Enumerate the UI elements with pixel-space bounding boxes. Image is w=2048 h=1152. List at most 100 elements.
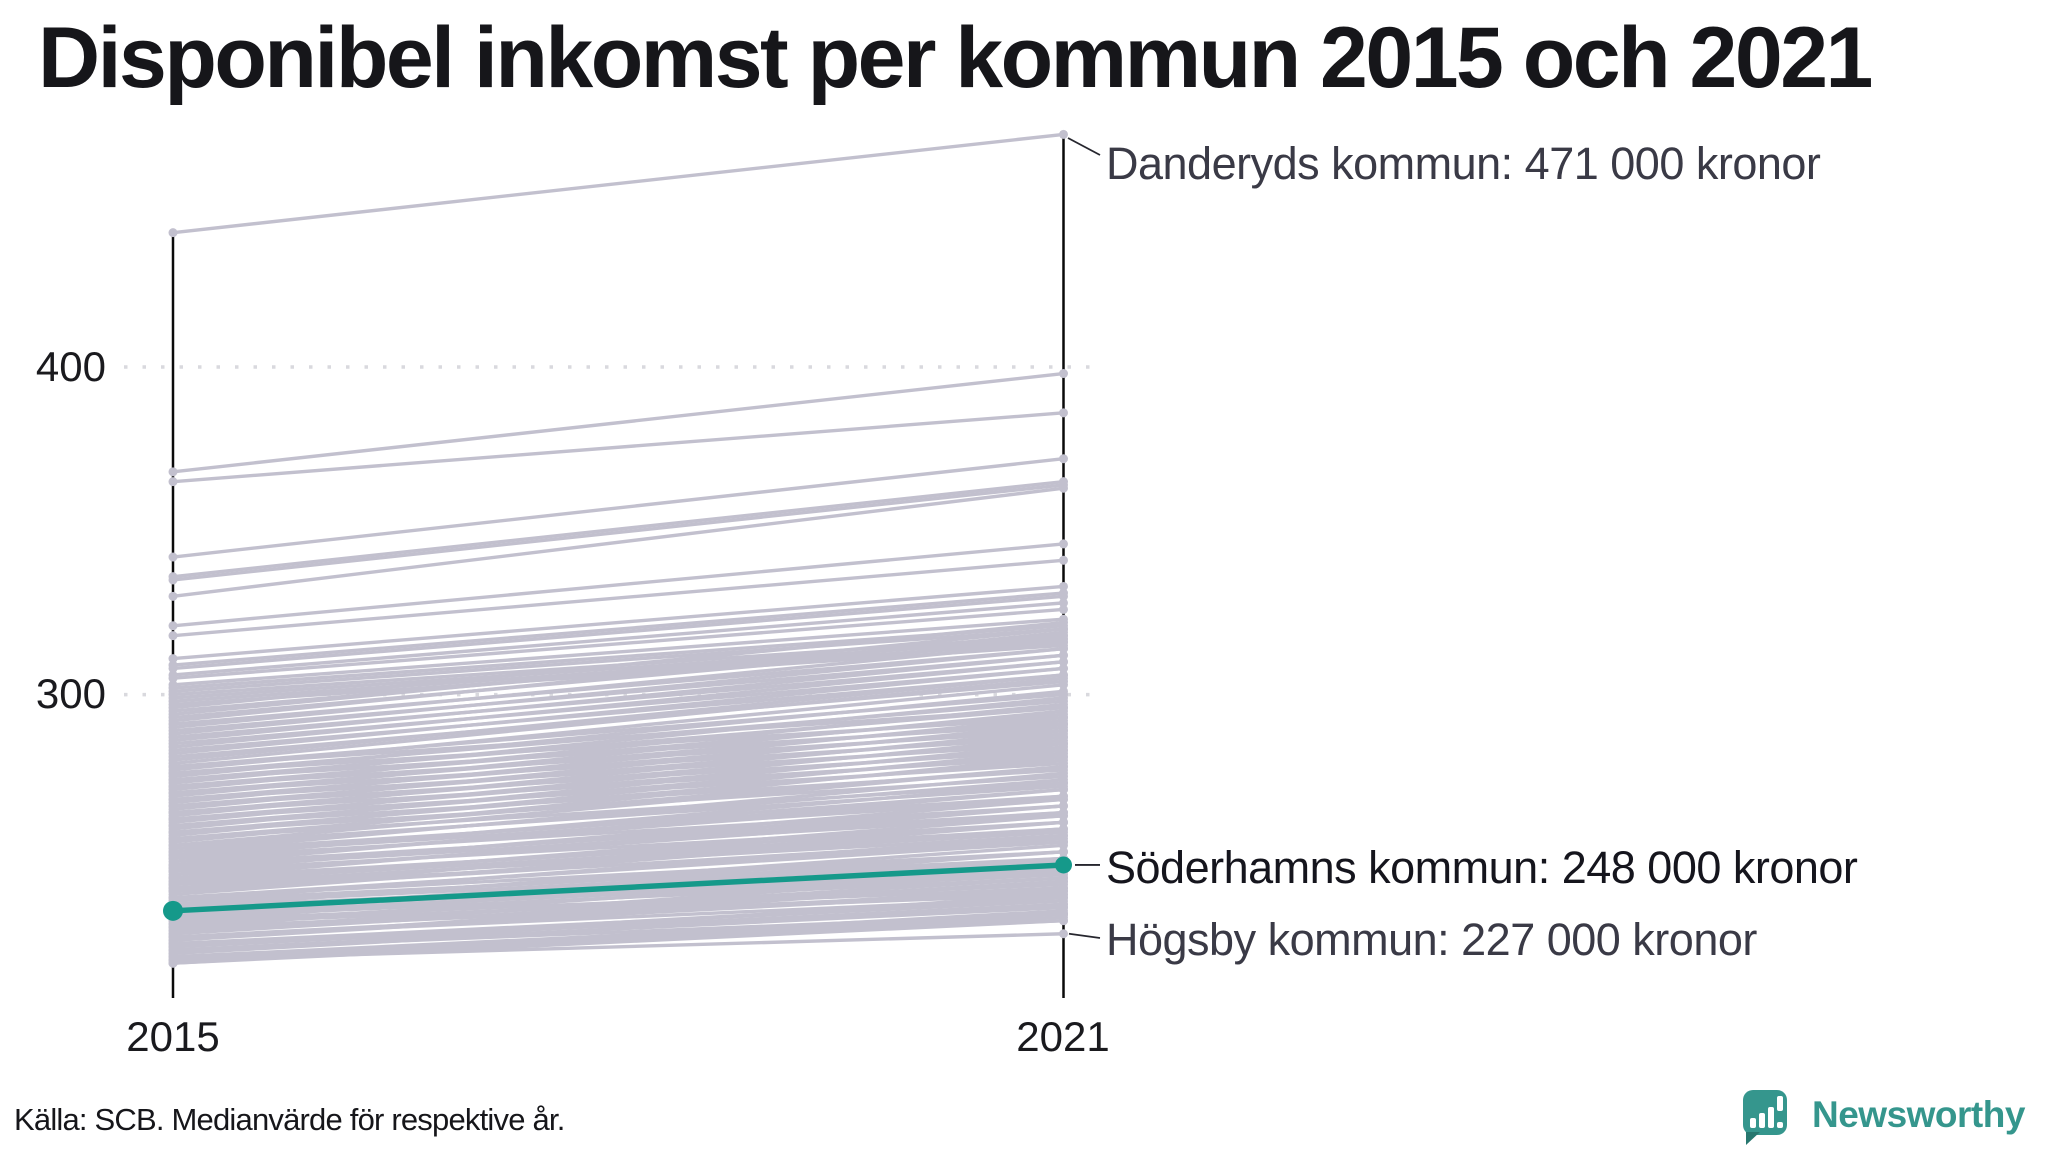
municipality-line [172,902,1064,949]
municipality-line-dot-2021 [1059,847,1068,857]
municipality-line-dot-2021 [1059,483,1068,493]
municipality-line [172,856,1064,903]
municipality-line-dot-2015 [168,922,178,932]
municipality-line [172,761,1064,821]
municipality-line [172,591,1064,667]
municipality-line-dot-2021 [1059,762,1068,772]
municipality-line-dot-2021 [1059,598,1068,608]
municipality-line [172,706,1064,769]
municipality-line-dot-2015 [168,827,178,837]
newsworthy-logo-text: Newsworthy [1812,1094,2025,1135]
municipality-line [172,617,1064,687]
municipality-line-dot-2021 [1059,768,1068,778]
municipality-line [172,797,1064,857]
municipality-line-dot-2021 [1059,824,1068,834]
municipality-line-dot-2015 [168,801,178,811]
municipality-line-dot-2021 [1059,752,1068,762]
municipality-line [172,728,1064,789]
municipality-line-dot-2015 [168,814,178,824]
municipality-line-dot-2015 [168,575,178,585]
municipality-line-dot-2021 [1059,745,1068,755]
annotation-hogsby: Högsby kommun: 227 000 kronor [1106,914,1757,965]
municipality-line [172,479,1064,579]
municipality-line-dot-2021 [1059,794,1068,804]
municipality-line-dot-2021 [1059,703,1068,713]
municipality-line [172,620,1064,710]
municipality-line-dot-2021 [1059,680,1068,690]
municipality-line [172,915,1064,962]
municipality-line [172,676,1064,766]
municipality-line-dot-2015 [168,794,178,804]
municipality-line-dot-2021 [1059,726,1068,736]
municipality-line [172,869,1064,936]
y-tick-label-300: 300 [35,670,106,717]
connector-hogsby [1068,932,1101,939]
x-tick-label-2021: 2021 [1016,1013,1110,1060]
municipality-line [172,827,1064,897]
municipality-line-högsby [172,932,1064,962]
municipality-line [172,483,1064,582]
municipality-line [172,814,1064,870]
municipality-line [172,630,1064,723]
municipality-line-dot-2021 [1059,801,1068,811]
highlight-line-soderhamn-dot-2021 [1055,856,1072,874]
municipality-line [172,411,1064,484]
municipality-line-dot-2015 [168,477,178,487]
municipality-line [172,876,1064,920]
municipality-line-dot-2015 [168,631,178,641]
municipality-line-dot-2021 [1059,817,1068,827]
municipality-line-dot-2015 [168,768,178,778]
municipality-line [172,755,1064,815]
municipality-line-dot-2021 [1059,876,1068,886]
municipality-line-dot-2015 [168,663,178,673]
municipality-line-dot-2015 [168,821,178,831]
municipality-line-dot-2015 [168,467,178,477]
municipality-line-dot-2021 [1059,650,1068,660]
municipality-line-dot-2015 [168,654,178,664]
municipality-line [172,735,1064,795]
municipality-line-dot-2015 [168,775,178,785]
municipality-line [172,666,1064,756]
municipality-line-dot-2021 [1059,840,1068,850]
municipality-line-dot-2021 [1059,673,1068,683]
municipality-line [172,542,1064,628]
y-tick-label-400: 400 [35,343,106,390]
municipality-line-dot-2021 [1059,618,1068,628]
logo-bubble-tail [1746,1132,1760,1145]
municipality-line-dot-2021 [1059,811,1068,821]
municipality-line-dot-2021 [1059,693,1068,703]
municipality-line-dot-2015 [168,621,178,631]
municipality-line-dot-2015 [168,948,178,958]
municipality-line-dot-2021 [1059,369,1068,379]
municipality-line-dot-2021 [1059,830,1068,840]
annotation-danderyd: Danderyds kommun: 471 000 kronor [1106,138,1821,189]
municipality-line [172,660,1064,749]
municipality-line [172,371,1064,474]
municipality-line-dot-2015 [168,929,178,939]
municipality-line [172,647,1064,736]
municipality-line-dot-2015 [168,552,178,562]
municipality-line-dot-2021 [1059,657,1068,667]
municipality-line-danderyds-dot-2015 [168,228,178,238]
municipality-line [172,584,1064,661]
municipality-line-dot-2021 [1059,713,1068,723]
municipality-line-dot-2015 [168,808,178,818]
municipality-line-dot-2015 [168,883,178,893]
municipality-line-dot-2021 [1059,555,1068,565]
municipality-line-dot-2021 [1059,604,1068,614]
municipality-line [172,673,1064,762]
municipality-line-dot-2021 [1059,454,1068,464]
municipality-line [172,850,1064,900]
municipality-line [172,827,1064,880]
municipality-line-dot-2021 [1059,686,1068,696]
source-note: Källa: SCB. Medianvärde för respektive å… [14,1102,565,1137]
municipality-line-dot-2021 [1059,883,1068,893]
municipality-line-dot-2021 [1059,912,1068,922]
municipality-line [172,742,1064,802]
newsworthy-logo-icon [1743,1090,1787,1145]
municipality-line-dot-2015 [168,863,178,873]
municipality-line [172,627,1064,716]
municipality-line [172,771,1064,854]
municipality-line-dot-2015 [168,840,178,850]
connector-danderyd [1067,137,1101,156]
